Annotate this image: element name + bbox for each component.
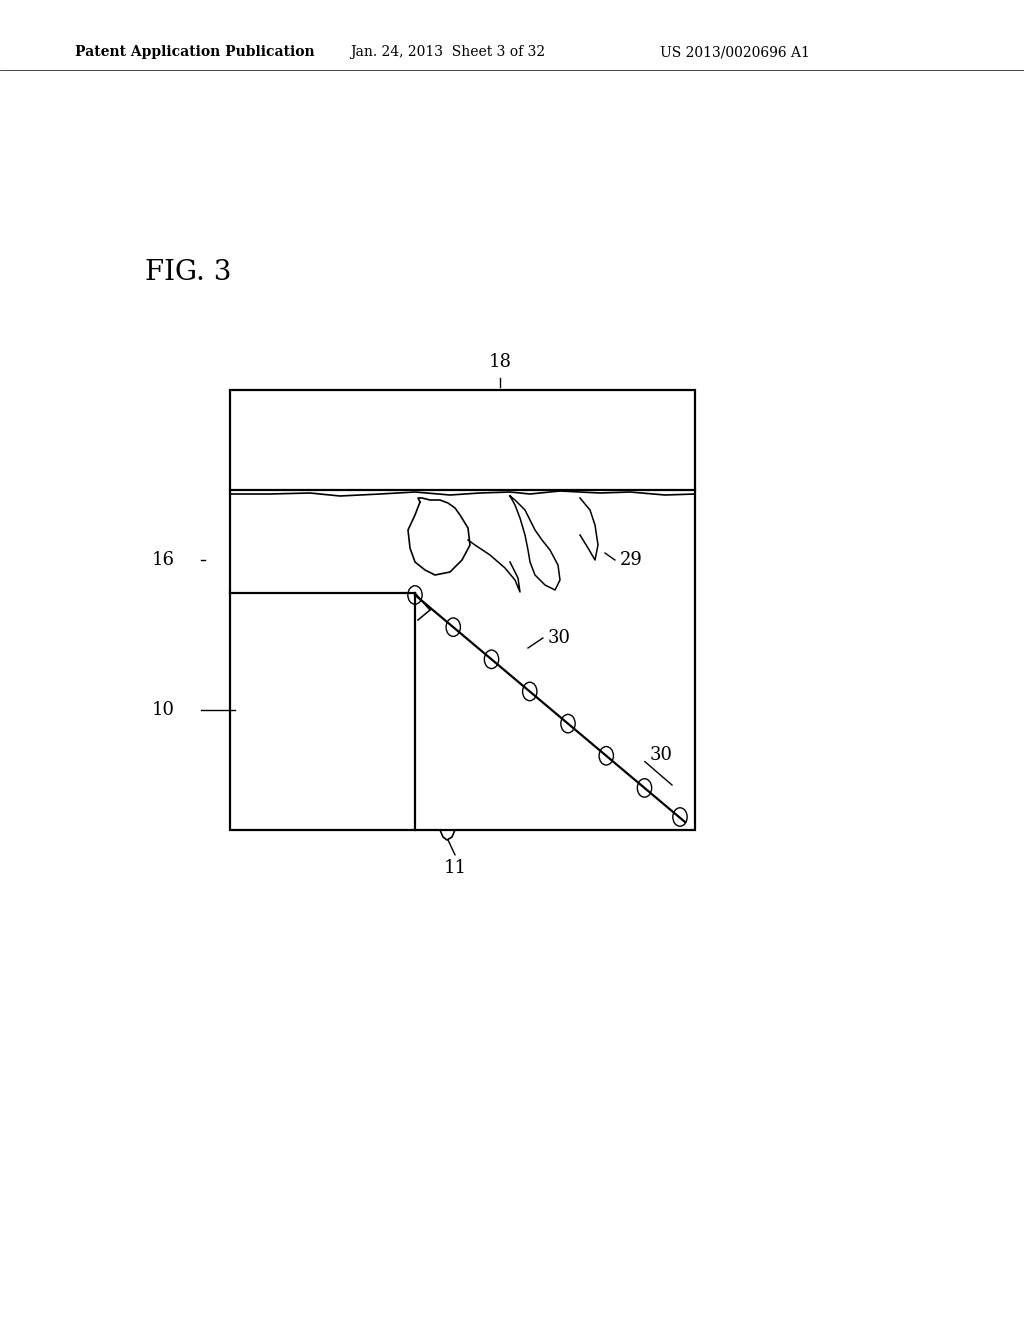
Text: 30: 30 xyxy=(548,630,571,647)
Text: FIG. 3: FIG. 3 xyxy=(145,259,231,285)
Text: 10: 10 xyxy=(152,701,175,719)
Text: Jan. 24, 2013  Sheet 3 of 32: Jan. 24, 2013 Sheet 3 of 32 xyxy=(350,45,545,59)
Text: 18: 18 xyxy=(488,352,512,371)
Text: 30: 30 xyxy=(650,746,673,764)
Bar xyxy=(230,389,695,830)
Text: US 2013/0020696 A1: US 2013/0020696 A1 xyxy=(660,45,810,59)
Text: 29: 29 xyxy=(620,550,643,569)
Text: 16: 16 xyxy=(152,550,175,569)
Text: 11: 11 xyxy=(443,859,467,876)
Text: Patent Application Publication: Patent Application Publication xyxy=(75,45,314,59)
